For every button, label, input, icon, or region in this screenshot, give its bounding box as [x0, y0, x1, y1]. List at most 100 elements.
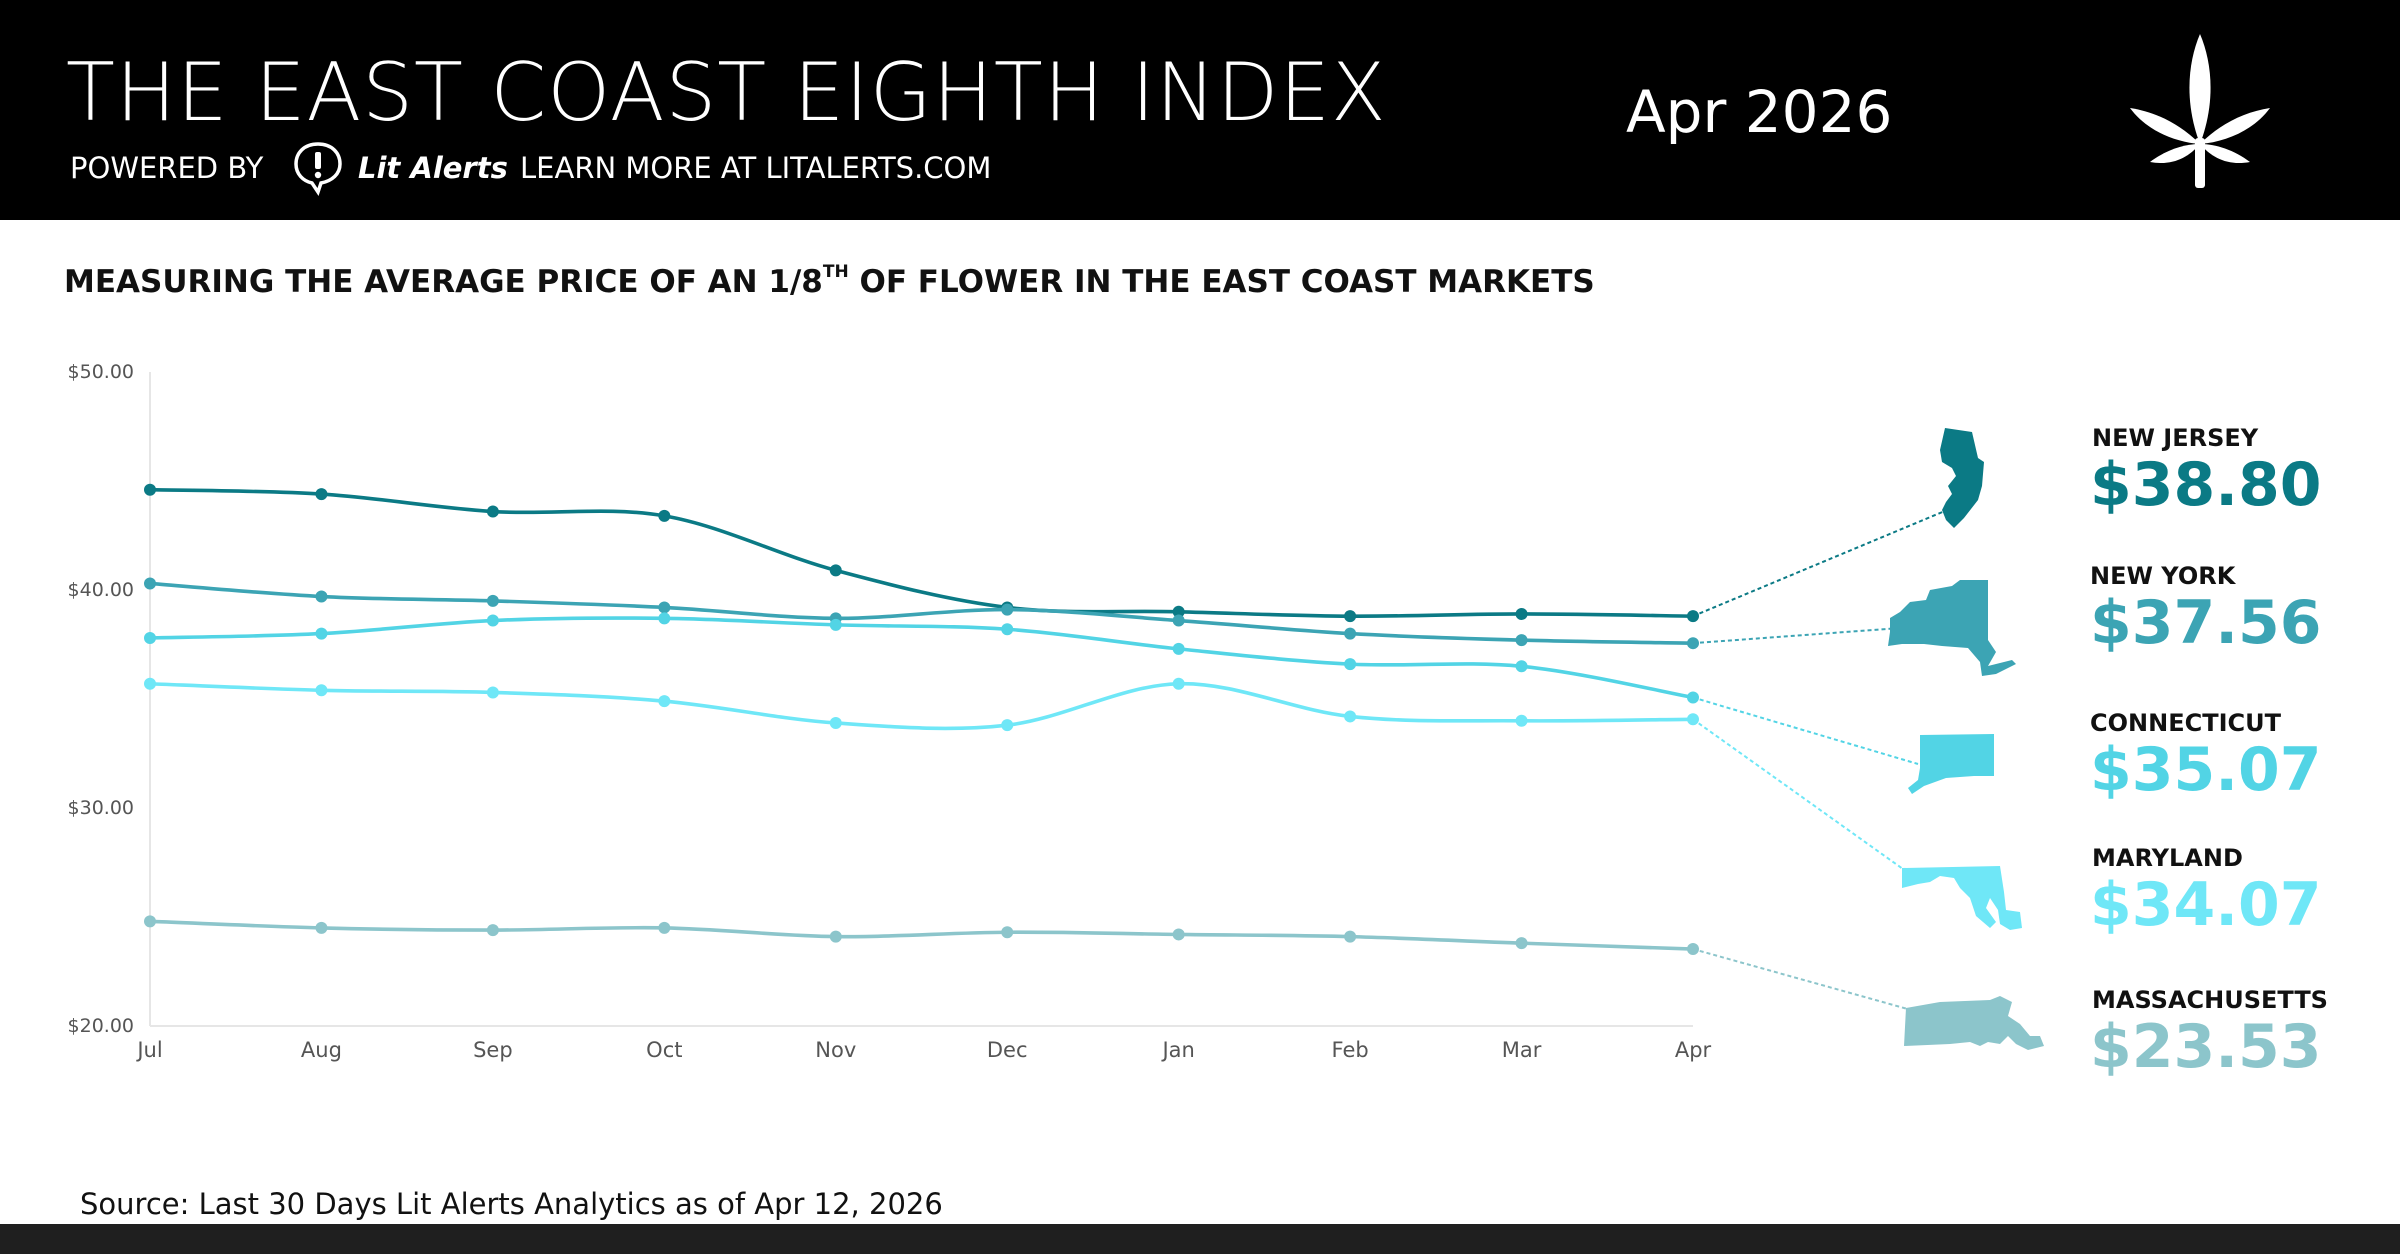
data-point-connecticut: [1001, 623, 1014, 636]
price-line-chart: $20.00 $30.00 $40.00 $50.00 Jul Aug Sep Oct Nov D…: [68, 361, 2044, 1062]
data-point-massachusetts: [144, 915, 156, 928]
legend-price-connecticut: $35.07: [2090, 735, 2322, 805]
data-point-new-jersey: [1172, 605, 1185, 618]
leader-line-connecticut: [1692, 696, 1919, 765]
series-line-maryland: [148, 681, 1695, 731]
x-tick-label: Feb: [1332, 1038, 1369, 1062]
learn-more-link[interactable]: LEARN MORE AT LITALERTS.COM: [520, 151, 992, 185]
data-point-connecticut: [829, 618, 842, 631]
subtitle-text-end: OF FLOWER IN THE EAST COAST MARKETS: [848, 264, 1595, 300]
data-point-maryland: [315, 684, 328, 697]
data-point-maryland: [1344, 710, 1357, 723]
data-point-new-york: [144, 577, 156, 590]
data-point-maryland: [1001, 719, 1014, 732]
data-point-massachusetts: [1001, 926, 1014, 939]
data-point-connecticut: [1515, 660, 1528, 673]
data-point-maryland: [1515, 714, 1528, 727]
x-tick-label: Mar: [1502, 1038, 1542, 1062]
x-tick-label: Apr: [1675, 1038, 1712, 1062]
data-point-new-york: [1515, 634, 1528, 647]
legend-label-new-york: NEW YORK: [2090, 562, 2236, 590]
series-line-new-york: [148, 581, 1695, 645]
data-point-massachusetts: [658, 921, 671, 934]
data-point-connecticut: [1172, 642, 1185, 655]
chart-subtitle: MEASURING THE AVERAGE PRICE OF AN 1/8TH …: [64, 262, 1595, 300]
data-point-massachusetts: [1172, 928, 1185, 941]
data-point-new-jersey: [144, 483, 156, 496]
legend-price-new-jersey: $38.80: [2090, 450, 2322, 520]
footer-bar: [0, 1224, 2400, 1254]
data-point-new-jersey: [829, 564, 842, 577]
data-point-maryland: [486, 686, 499, 699]
data-point-new-jersey: [1515, 607, 1528, 620]
subtitle-text: MEASURING THE AVERAGE PRICE OF AN 1/8: [64, 264, 823, 300]
x-tick-label: Sep: [473, 1038, 513, 1062]
x-tick-label: Jan: [1160, 1038, 1194, 1062]
leader-layer: [1692, 507, 1991, 1033]
x-tick-label: Aug: [301, 1038, 342, 1062]
series-line-new-jersey: [148, 487, 1695, 618]
data-point-massachusetts: [486, 924, 499, 937]
data-point-new-york: [1344, 627, 1357, 640]
data-point-maryland: [1172, 677, 1185, 690]
data-point-connecticut: [144, 631, 156, 644]
legend-label-new-jersey: NEW JERSEY: [2092, 424, 2259, 452]
data-point-massachusetts: [315, 921, 328, 934]
cannabis-leaf-icon: [2130, 34, 2270, 188]
data-point-new-jersey: [315, 488, 328, 501]
data-point-massachusetts: [1515, 937, 1528, 950]
state-map-layer: [1888, 428, 2044, 1050]
leader-line-maryland: [1692, 718, 1911, 875]
y-tick-label: $40.00: [68, 579, 134, 601]
massachusetts-map-icon: [1904, 996, 2044, 1050]
new-jersey-map-icon: [1940, 428, 1984, 528]
series-line-massachusetts: [148, 919, 1695, 951]
powered-by-label: POWERED BY: [70, 151, 264, 185]
leader-line-new-york: [1692, 627, 1901, 645]
data-point-connecticut: [1344, 658, 1357, 671]
x-tick-label: Jul: [135, 1038, 162, 1062]
legend-price-maryland: $34.07: [2090, 870, 2322, 940]
subtitle-superscript: TH: [822, 262, 849, 282]
x-tick-label: Oct: [646, 1038, 682, 1062]
data-point-massachusetts: [1344, 930, 1357, 943]
header-banner: THE EAST COAST EIGHTH INDEX Apr 2026 POW…: [0, 0, 2400, 220]
brand-name: Lit Alerts: [358, 151, 508, 185]
data-point-new-jersey: [658, 509, 671, 522]
alert-bubble-icon: [294, 142, 342, 196]
page-title: THE EAST COAST EIGHTH INDEX: [66, 46, 1387, 139]
legend-price-new-york: $37.56: [2090, 588, 2322, 658]
line-layer: [144, 483, 1699, 956]
data-point-massachusetts: [829, 930, 842, 943]
data-point-new-jersey: [486, 505, 499, 518]
y-tick-label: $30.00: [68, 797, 134, 819]
data-point-connecticut: [315, 627, 328, 640]
series-line-connecticut: [148, 616, 1695, 700]
new-york-map-icon: [1888, 580, 2016, 676]
y-tick-label: $20.00: [68, 1015, 134, 1037]
source-note: Source: Last 30 Days Lit Alerts Analytic…: [80, 1187, 943, 1221]
data-point-new-york: [1172, 614, 1185, 627]
data-point-maryland: [144, 677, 156, 690]
data-point-new-york: [1001, 603, 1014, 616]
grid-layer: $20.00 $30.00 $40.00 $50.00 Jul Aug Sep Oct Nov D…: [68, 361, 1712, 1062]
legend-label-massachusetts: MASSACHUSETTS: [2092, 986, 2328, 1014]
x-tick-label: Dec: [987, 1038, 1028, 1062]
data-point-new-york: [658, 601, 671, 614]
data-point-connecticut: [486, 614, 499, 627]
data-point-maryland: [658, 695, 671, 708]
leader-line-new-jersey: [1692, 507, 1953, 618]
report-date: Apr 2026: [1626, 78, 1893, 146]
legend-label-connecticut: CONNECTICUT: [2090, 709, 2281, 737]
maryland-map-icon: [1902, 866, 2022, 930]
legend-label-maryland: MARYLAND: [2092, 844, 2243, 872]
y-tick-label: $50.00: [68, 361, 134, 383]
data-point-new-jersey: [1344, 610, 1357, 623]
x-tick-label: Nov: [815, 1038, 856, 1062]
data-point-new-york: [486, 594, 499, 607]
leader-line-massachusetts: [1692, 948, 1991, 1033]
data-point-maryland: [829, 716, 842, 729]
data-point-new-york: [315, 590, 328, 603]
data-point-connecticut: [658, 612, 671, 625]
connecticut-map-icon: [1908, 734, 1994, 794]
